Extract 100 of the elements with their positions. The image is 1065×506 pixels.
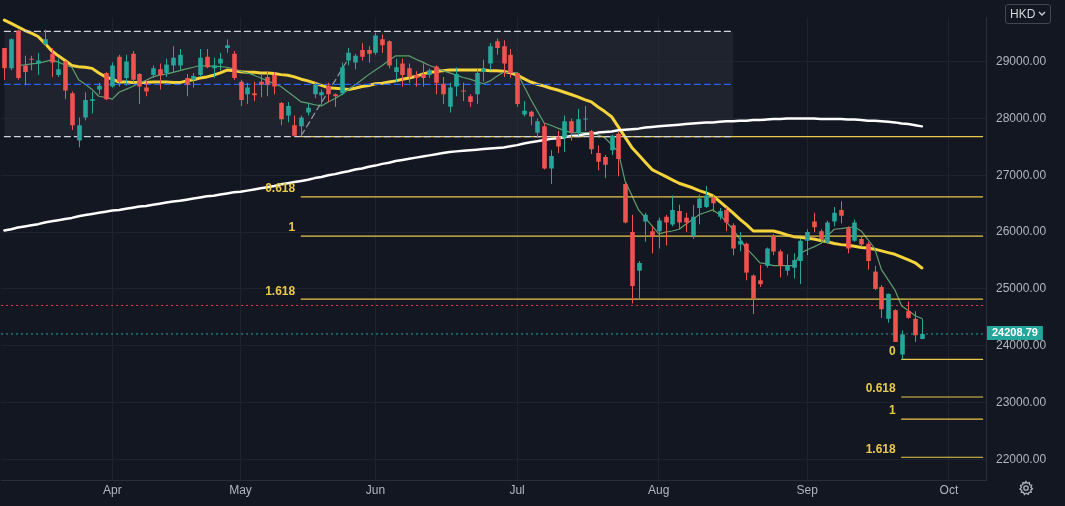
candlestick [83, 91, 88, 121]
candlestick [913, 310, 918, 343]
y-tick-label: 23000.00 [996, 394, 1047, 409]
candlestick [643, 212, 648, 243]
y-tick-label: 26000.00 [996, 224, 1047, 239]
candlestick [488, 42, 493, 71]
candlestick [461, 82, 466, 102]
candlestick [556, 130, 561, 154]
candlestick [158, 62, 163, 91]
x-tick-label: Oct [939, 482, 959, 497]
series-label: 1 [288, 220, 296, 235]
candlestick [373, 32, 378, 56]
x-tick-label: May [229, 482, 252, 497]
candlestick [171, 45, 176, 73]
candlestick [205, 48, 210, 69]
candlestick [778, 248, 783, 278]
candlestick [664, 214, 669, 247]
candlestick [704, 185, 709, 209]
y-tick-label: 27000.00 [996, 167, 1047, 182]
y-tick-label: 25000.00 [996, 281, 1047, 296]
candlestick [481, 59, 486, 83]
candlestick [252, 81, 257, 102]
candlestick [239, 79, 244, 107]
candlestick [279, 101, 284, 126]
x-tick-label: Sep [796, 482, 819, 497]
candlestick [394, 58, 399, 83]
x-tick-label: Aug [648, 482, 670, 497]
candlestick [805, 228, 810, 256]
candlestick [650, 225, 655, 254]
candlestick [724, 206, 729, 232]
x-tick-label: Jul [509, 482, 525, 497]
candlestick [832, 206, 837, 227]
x-tick-label: Apr [102, 482, 122, 497]
candlestick [852, 219, 857, 243]
candlestick [50, 47, 55, 78]
candlestick [124, 54, 129, 87]
candlestick [691, 204, 696, 240]
candlestick [589, 129, 594, 155]
candlestick [738, 231, 743, 252]
candlestick [583, 105, 588, 132]
candlestick [178, 48, 183, 71]
candlestick [684, 212, 689, 233]
candlestick [110, 62, 115, 89]
candlestick [670, 195, 675, 227]
candlestick [771, 233, 776, 256]
candlestick [286, 101, 291, 123]
y-tick-label: 28000.00 [996, 110, 1047, 125]
candlestick [448, 82, 453, 114]
candlestick [441, 76, 446, 105]
candlestick [637, 260, 642, 301]
candlestick [569, 117, 574, 142]
candlestick [549, 149, 554, 185]
candlestick [299, 115, 304, 137]
candlestick [434, 64, 439, 95]
candlestick [90, 90, 95, 115]
series-label: 1.618 [865, 441, 896, 456]
candlestick [731, 222, 736, 256]
candlestick [825, 220, 830, 245]
candlestick [697, 194, 702, 225]
ref-line-label: 24208.79 [992, 325, 1038, 338]
candlestick [576, 108, 581, 137]
candlestick [421, 62, 426, 88]
candlestick [535, 117, 540, 139]
candlestick [164, 58, 169, 78]
candlestick [326, 82, 331, 103]
series-label: 0 [888, 343, 896, 358]
candlestick [751, 274, 756, 315]
candlestick [56, 58, 61, 78]
candlestick [212, 57, 217, 79]
candlestick [785, 253, 790, 276]
y-tick-label: 24000.00 [996, 338, 1047, 353]
candlestick [657, 217, 662, 249]
candlestick [380, 34, 385, 54]
y-tick-label: 29000.00 [996, 53, 1047, 68]
candlestick [407, 62, 412, 84]
candlestick [866, 241, 871, 271]
series-label: 0.618 [865, 381, 896, 396]
candlestick [185, 73, 190, 97]
candlestick [29, 55, 34, 71]
candlestick [610, 134, 615, 156]
candlestick [812, 212, 817, 233]
series-label: 1.618 [265, 283, 296, 298]
candlestick [603, 154, 608, 179]
candlestick [677, 204, 682, 230]
series-label: 0.618 [265, 181, 296, 196]
x-tick-label: Jun [365, 482, 386, 497]
candlestick [23, 55, 28, 86]
candlestick [77, 116, 82, 148]
candlestick [2, 47, 7, 81]
candlestick [596, 144, 601, 171]
candlestick [198, 48, 203, 78]
candlestick [475, 68, 480, 105]
candlestick [245, 82, 250, 105]
candlestick [400, 58, 405, 88]
candlestick [846, 225, 851, 254]
y-axis-title: HKD [1010, 6, 1036, 23]
candlestick [562, 115, 567, 153]
y-tick-label: 22000.00 [996, 451, 1047, 466]
candlestick [272, 71, 277, 95]
candlestick [454, 66, 459, 97]
